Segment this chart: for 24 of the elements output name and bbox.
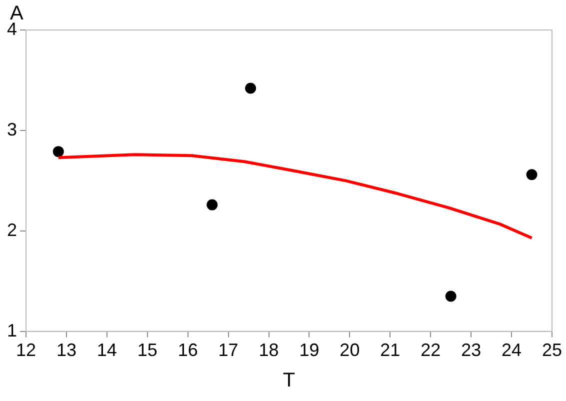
x-tick-label: 25 [542, 340, 562, 360]
x-tick-label: 20 [340, 340, 360, 360]
x-tick-label: 12 [16, 340, 36, 360]
point [526, 169, 538, 180]
point [445, 290, 456, 302]
x-tick-label: 21 [380, 340, 400, 360]
x-tick-label: 24 [502, 340, 522, 360]
point [52, 146, 64, 158]
x-tick-label: 15 [137, 340, 158, 360]
y-tick-label: 1 [6, 320, 18, 340]
x-axis-title: T [282, 370, 296, 392]
point [206, 199, 218, 210]
y-tick-label: 3 [6, 119, 18, 140]
y-tick-label: 2 [6, 220, 18, 240]
point [245, 82, 256, 94]
x-tick-label: 23 [461, 340, 482, 360]
x-tick-label: 18 [258, 340, 279, 360]
x-tick-label: 22 [420, 340, 441, 360]
y-tick-label: 4 [6, 18, 18, 39]
x-tick-label: 19 [299, 340, 320, 360]
x-tick-label: 14 [96, 340, 117, 360]
x-tick-label: 16 [178, 340, 198, 360]
x-tick-label: 13 [56, 340, 76, 360]
x-tick-label: 17 [218, 340, 238, 360]
